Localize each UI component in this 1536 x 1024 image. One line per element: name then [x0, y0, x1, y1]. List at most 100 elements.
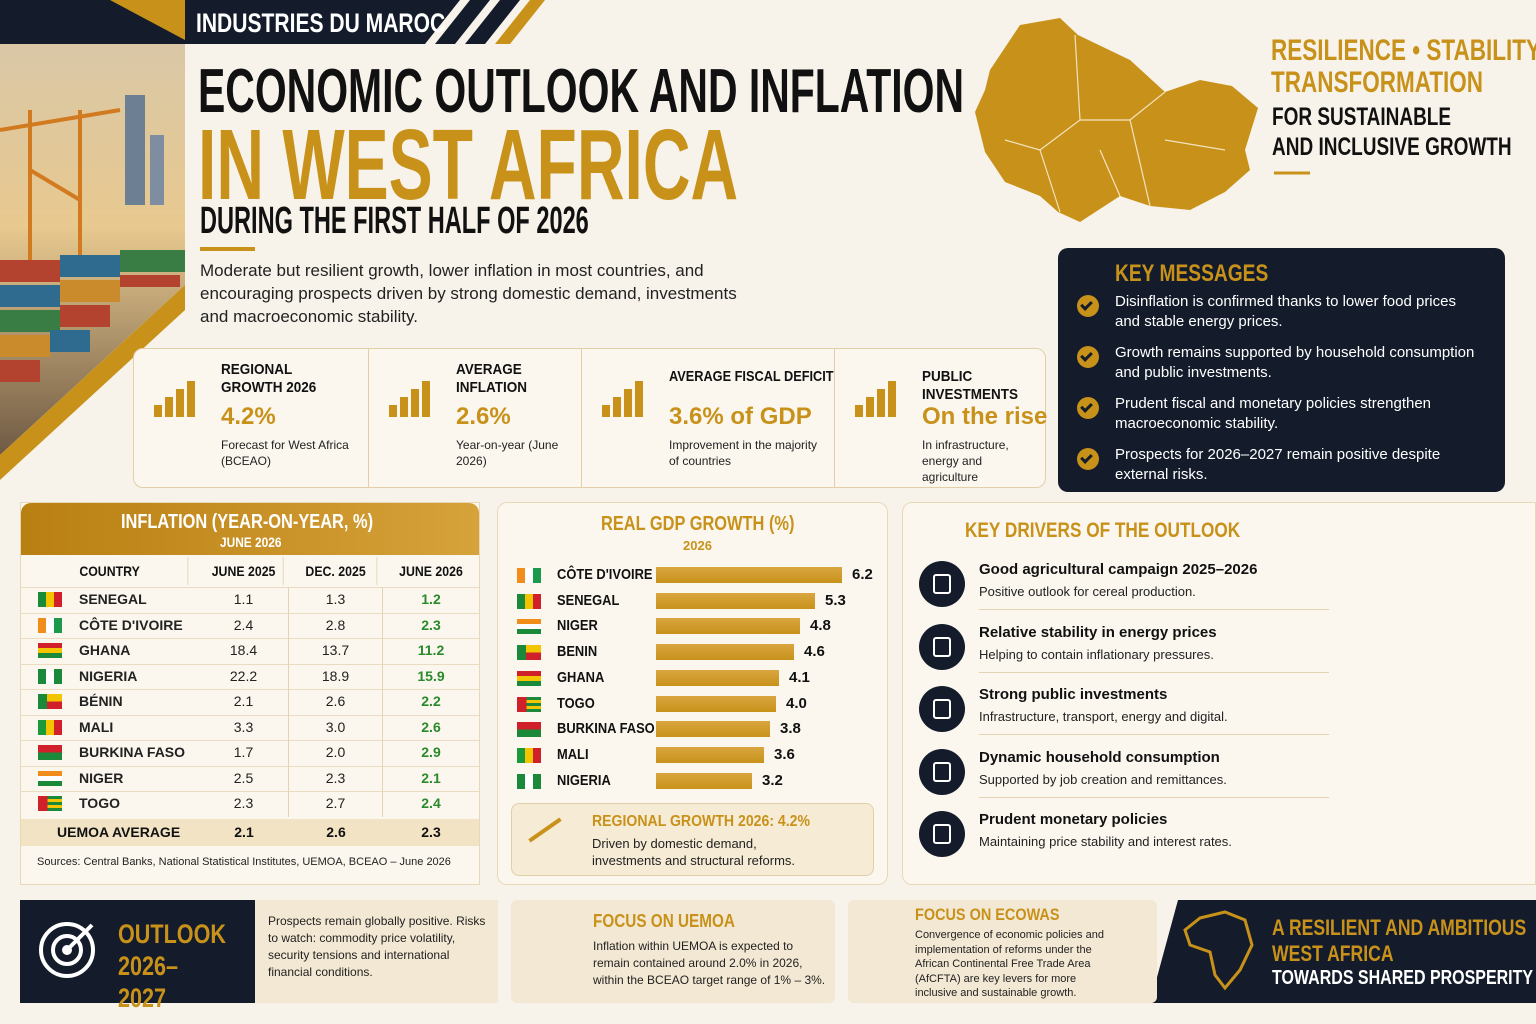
country-name: TOGO: [79, 795, 120, 811]
tagline-3: FOR SUSTAINABLE: [1272, 103, 1452, 131]
kpi-icon: [602, 377, 648, 417]
check-icon: [1077, 448, 1099, 470]
icon-bar: [187, 381, 195, 417]
flag: [517, 696, 541, 712]
value-label: 3.2: [762, 771, 783, 789]
flag: [517, 593, 541, 609]
inflation-value: 3.0: [289, 714, 383, 740]
check-icon: [1077, 397, 1099, 419]
icon-bar: [624, 389, 632, 417]
key-messages-title: KEY MESSAGES: [1115, 260, 1269, 287]
key-message: Growth remains supported by household co…: [1115, 344, 1475, 381]
crane: [0, 108, 121, 260]
inflation-value: 2.7: [289, 791, 383, 817]
containers: [0, 250, 185, 382]
value-label: 4.0: [786, 694, 807, 712]
flag: [517, 645, 541, 661]
icon-bar: [866, 397, 874, 417]
kpi-label: AVERAGE FISCAL DEFICIT: [669, 368, 834, 385]
average-value: 2.1: [234, 823, 254, 840]
bar: [656, 592, 815, 609]
driver-title: Relative stability in energy prices: [979, 623, 1217, 641]
title-line1: ECONOMIC OUTLOOK AND INFLATION: [198, 57, 965, 126]
closing-line1: A RESILIENT AND AMBITIOUS: [1272, 915, 1527, 940]
chart-subtitle: 2026: [683, 538, 712, 553]
driver-text: Supported by job creation and remittance…: [979, 771, 1227, 787]
tower: [125, 95, 145, 205]
driver-separator: [979, 734, 1329, 735]
row-line: [21, 765, 479, 792]
inflation-value: 2.4: [199, 612, 289, 638]
row-line: [21, 638, 479, 664]
driver-glyph: [933, 824, 951, 844]
inflation-value: 1.3: [289, 587, 383, 613]
flag: [38, 694, 62, 709]
icon-bar: [176, 389, 184, 417]
chart-title: REAL GDP GROWTH (%): [601, 513, 795, 535]
inflation-value: 18.4: [199, 638, 289, 664]
title-line2: IN WEST AFRICA: [198, 109, 739, 221]
check-mark: [1080, 349, 1093, 362]
icon-bar: [411, 389, 419, 417]
value-label: 3.8: [780, 720, 801, 738]
icon-bar: [888, 381, 896, 417]
driver-glyph: [933, 699, 951, 719]
country-name: CÔTE D'IVOIRE: [79, 616, 183, 633]
tagline-4: AND INCLUSIVE GROWTH: [1272, 133, 1512, 161]
inflation-value: 18.9: [289, 663, 383, 689]
value-label: 5.3: [825, 591, 846, 609]
average-row: [21, 818, 479, 846]
kpi-cell: AVERAGE FISCAL DEFICIT 3.6% of GDP Improve…: [581, 349, 834, 487]
average-label: UEMOA AVERAGE: [57, 823, 181, 840]
row-line: [21, 663, 479, 690]
inflation-value: 2.8: [289, 612, 383, 638]
kpi-label: PUBLIC INVESTMENTS: [922, 368, 1019, 403]
driver-icon: [919, 811, 965, 857]
driver-icon: [919, 561, 965, 607]
flag: [38, 745, 62, 760]
bar: [656, 567, 842, 583]
driver-glyph: [933, 636, 951, 657]
row-line: [21, 740, 479, 766]
bar: [656, 618, 800, 635]
country-name: NIGERIA: [79, 667, 138, 684]
icon-bar: [635, 381, 643, 417]
flag: [38, 719, 62, 735]
row-line: [21, 791, 479, 817]
driver-icon: [919, 748, 965, 795]
inflation-value: 2.3: [199, 791, 289, 817]
driver-separator: [979, 609, 1329, 610]
growth-note-title: REGIONAL GROWTH 2026: 4.2%: [592, 813, 811, 830]
kpi-note: Forecast for West Africa (BCEAO): [221, 438, 349, 468]
key-message: Prudent fiscal and monetary policies str…: [1115, 395, 1432, 432]
flag: [517, 619, 541, 635]
country-name: NIGER: [79, 769, 124, 786]
driver-glyph: [933, 761, 951, 782]
driver-separator: [979, 671, 1329, 673]
icon-bar: [165, 397, 173, 417]
driver-title: Dynamic household consumption: [979, 748, 1220, 766]
target-icon: [39, 922, 95, 978]
driver-title: Strong public investments: [979, 686, 1168, 703]
flag: [517, 722, 541, 738]
row-line: [21, 587, 479, 613]
kpi-icon: [389, 377, 435, 417]
inflation-value: 1.7: [199, 740, 289, 766]
flag: [517, 568, 541, 583]
kpi-value: 3.6% of GDP: [669, 403, 812, 430]
driver-text: Positive outlook for cereal production.: [979, 584, 1196, 599]
category-label: BURKINA FASO: [557, 720, 655, 738]
table-title: INFLATION (YEAR-ON-YEAR, %): [121, 511, 374, 533]
flag: [38, 668, 62, 684]
country-name: BURKINA FASO: [79, 744, 186, 760]
flag: [38, 770, 62, 786]
kpi-panel: REGIONAL GROWTH 2026 4.2% Forecast for Wes…: [133, 348, 1047, 488]
ecowas-text: Convergence of economic policies and imp…: [915, 929, 1104, 999]
value-label: 6.2: [852, 566, 873, 583]
average-value: 2.3: [421, 823, 441, 840]
row-line: [21, 689, 479, 715]
icon-bar: [400, 397, 408, 417]
inflation-value: 3.3: [199, 714, 289, 740]
